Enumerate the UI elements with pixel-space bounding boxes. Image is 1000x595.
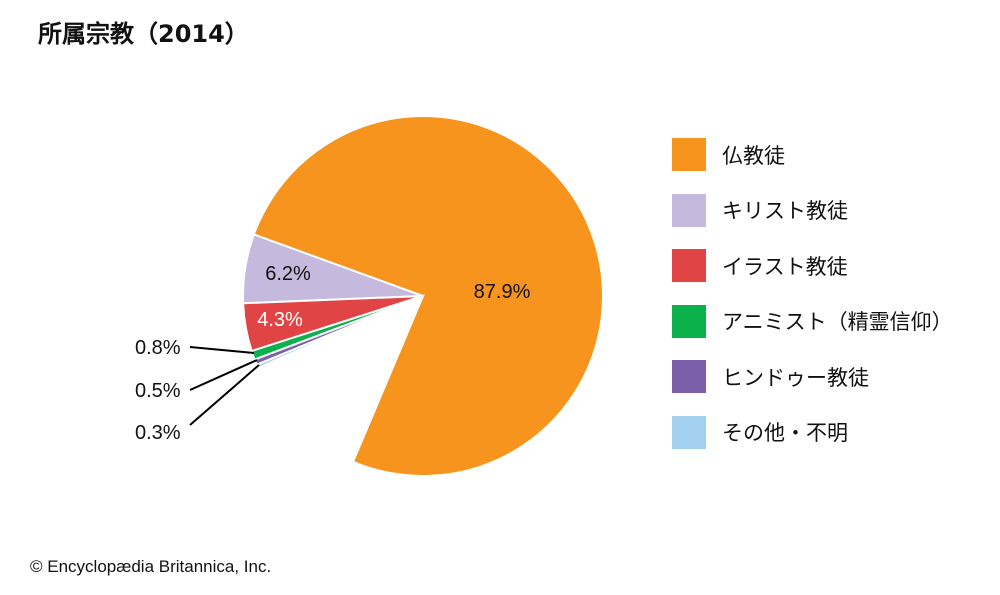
legend-swatch <box>672 193 706 227</box>
legend-item: 仏教徒 <box>672 138 953 171</box>
leader-line <box>189 346 255 354</box>
slice-value-label: 0.5% <box>135 380 181 402</box>
legend-item: キリスト教徒 <box>672 193 953 227</box>
slice-value-label: 4.3% <box>257 309 303 331</box>
legend-swatch <box>672 360 706 393</box>
slice-value-label: 0.8% <box>135 337 181 359</box>
legend-swatch <box>672 304 706 338</box>
legend-label: ヒンドゥー教徒 <box>722 365 869 390</box>
legend-swatch <box>672 249 706 282</box>
slice-value-label: 87.9% <box>474 281 531 303</box>
legend-item: その他・不明 <box>672 415 953 449</box>
legend-item: アニミスト（精霊信仰） <box>672 304 953 338</box>
chart-title: 所属宗教（2014） <box>38 20 249 48</box>
leader-line <box>189 364 260 426</box>
legend-label: 仏教徒 <box>722 143 785 168</box>
leader-line <box>189 359 258 391</box>
slice-value-label: 6.2% <box>265 263 311 285</box>
legend-item: イラスト教徒 <box>672 249 953 282</box>
legend-item: ヒンドゥー教徒 <box>672 360 953 393</box>
legend-label: その他・不明 <box>722 421 848 445</box>
legend-label: イラスト教徒 <box>722 254 848 279</box>
legend-swatch <box>672 138 706 171</box>
legend-label: キリスト教徒 <box>722 199 848 223</box>
legend-label: アニミスト（精霊信仰） <box>722 310 953 334</box>
credit: © Encyclopædia Britannica, Inc. <box>30 557 272 576</box>
slice-value-label: 0.3% <box>135 422 181 444</box>
legend: 仏教徒キリスト教徒 イラスト教徒アニミスト（精霊信仰） ヒンドゥー教徒 その他・不明 <box>672 138 953 471</box>
legend-swatch <box>672 415 706 449</box>
